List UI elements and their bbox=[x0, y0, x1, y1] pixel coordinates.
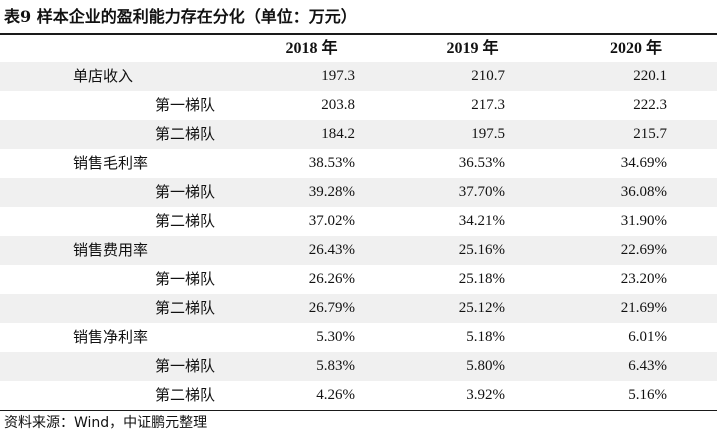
table-row: 第一梯队 39.28% 37.70% 36.08% bbox=[0, 178, 717, 207]
row-label: 销售净利率 bbox=[73, 328, 149, 346]
row-label: 第一梯队 bbox=[0, 178, 233, 207]
value-cell: 6.43% bbox=[555, 352, 717, 381]
value-cell: 38.53% bbox=[308, 155, 355, 171]
row-label: 第二梯队 bbox=[155, 386, 216, 404]
value-cell: 25.12% bbox=[390, 294, 555, 323]
value-cell: 5.80% bbox=[390, 352, 555, 381]
value-cell: 34.69% bbox=[620, 155, 667, 171]
top-rule bbox=[0, 33, 717, 35]
row-label: 第一梯队 bbox=[0, 352, 233, 381]
value-cell: 220.1 bbox=[555, 62, 717, 91]
value-cell: 21.69% bbox=[555, 294, 717, 323]
row-label: 第二梯队 bbox=[0, 294, 233, 323]
value-cell: 26.26% bbox=[308, 271, 355, 287]
value-cell: 23.20% bbox=[620, 271, 667, 287]
value-cell: 3.92% bbox=[466, 387, 505, 403]
value-cell: 5.83% bbox=[233, 352, 390, 381]
value-cell: 197.3 bbox=[233, 62, 390, 91]
value-cell: 217.3 bbox=[471, 97, 505, 113]
value-cell: 222.3 bbox=[633, 97, 667, 113]
table-row: 第一梯队 26.26% 25.18% 23.20% bbox=[0, 265, 717, 294]
value-cell: 5.30% bbox=[316, 329, 355, 345]
header-cell-2018: 2018 年 bbox=[285, 40, 338, 57]
table-row: 销售费用率 26.43% 25.16% 22.69% bbox=[0, 236, 717, 265]
table-row: 销售净利率 5.30% 5.18% 6.01% bbox=[0, 323, 717, 352]
source-note: 资料来源：Wind，中证鹏元整理 bbox=[4, 415, 208, 431]
value-cell: 203.8 bbox=[321, 97, 355, 113]
value-cell: 34.21% bbox=[458, 213, 505, 229]
value-cell: 31.90% bbox=[620, 213, 667, 229]
value-cell: 5.16% bbox=[628, 387, 667, 403]
row-label: 第二梯队 bbox=[0, 120, 233, 149]
row-label: 第一梯队 bbox=[155, 96, 216, 114]
table-body: 单店收入 197.3 210.7 220.1 第一梯队 203.8 217.3 222.3 第二… bbox=[0, 62, 717, 410]
table-title: 表9 样本企业的盈利能力存在分化（单位：万元） bbox=[4, 7, 357, 26]
value-cell: 215.7 bbox=[555, 120, 717, 149]
value-cell: 39.28% bbox=[233, 178, 390, 207]
value-cell: 37.02% bbox=[308, 213, 355, 229]
value-cell: 4.26% bbox=[316, 387, 355, 403]
value-cell: 22.69% bbox=[555, 236, 717, 265]
value-cell: 197.5 bbox=[390, 120, 555, 149]
table-row: 第二梯队 37.02% 34.21% 31.90% bbox=[0, 207, 717, 236]
table-row: 第二梯队 26.79% 25.12% 21.69% bbox=[0, 294, 717, 323]
value-cell: 26.79% bbox=[233, 294, 390, 323]
header-cell-2020: 2020 年 bbox=[609, 40, 662, 57]
value-cell: 37.70% bbox=[390, 178, 555, 207]
table-row: 第一梯队 5.83% 5.80% 6.43% bbox=[0, 352, 717, 381]
row-label: 单店收入 bbox=[0, 62, 233, 91]
row-label: 销售毛利率 bbox=[73, 154, 149, 172]
row-label: 第一梯队 bbox=[155, 270, 216, 288]
table-row: 第一梯队 203.8 217.3 222.3 bbox=[0, 91, 717, 120]
value-cell: 25.16% bbox=[390, 236, 555, 265]
value-cell: 210.7 bbox=[390, 62, 555, 91]
table-row: 销售毛利率 38.53% 36.53% 34.69% bbox=[0, 149, 717, 178]
header-cell-2019: 2019 年 bbox=[446, 40, 499, 57]
header-row: 2018 年 2019 年 2020 年 bbox=[0, 35, 717, 62]
table-row: 第二梯队 4.26% 3.92% 5.16% bbox=[0, 381, 717, 410]
header-cell-label bbox=[0, 35, 233, 62]
value-cell: 36.08% bbox=[555, 178, 717, 207]
profitability-table: 2018 年 2019 年 2020 年 单店收入 197.3 210.7 220.1… bbox=[0, 35, 717, 410]
table-row: 单店收入 197.3 210.7 220.1 bbox=[0, 62, 717, 91]
bottom-rule bbox=[0, 410, 717, 411]
table-row: 第二梯队 184.2 197.5 215.7 bbox=[0, 120, 717, 149]
value-cell: 6.01% bbox=[628, 329, 667, 345]
row-label: 第二梯队 bbox=[155, 212, 216, 230]
value-cell: 26.43% bbox=[233, 236, 390, 265]
value-cell: 184.2 bbox=[233, 120, 390, 149]
value-cell: 5.18% bbox=[466, 329, 505, 345]
value-cell: 36.53% bbox=[458, 155, 505, 171]
row-label: 销售费用率 bbox=[0, 236, 233, 265]
value-cell: 25.18% bbox=[458, 271, 505, 287]
